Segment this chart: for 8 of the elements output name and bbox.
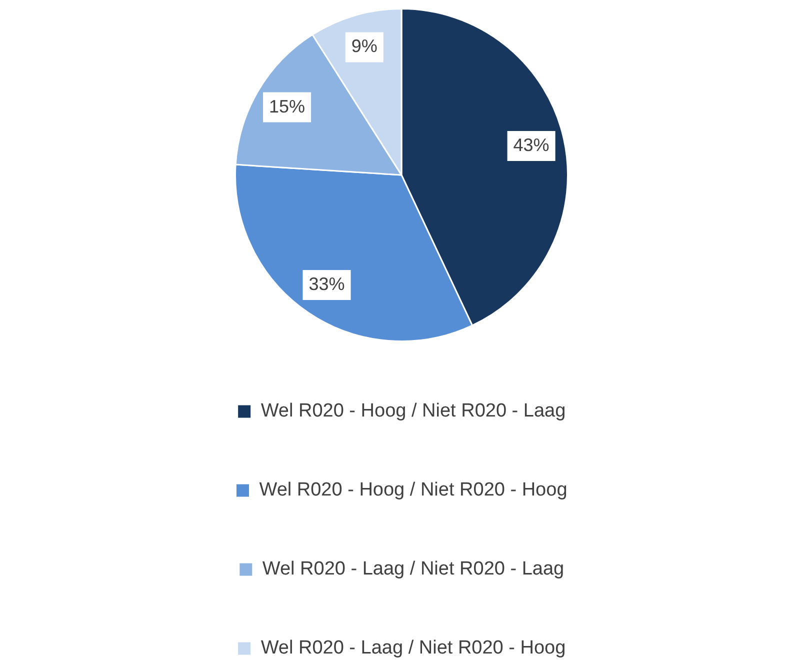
legend-label: Wel R020 - Laag / Niet R020 - Hoog xyxy=(260,638,566,659)
legend-label: Wel R020 - Hoog / Niet R020 - Laag xyxy=(260,400,566,422)
legend-label: Wel R020 - Hoog / Niet R020 - Hoog xyxy=(259,480,568,501)
legend-label: Wel R020 - Laag / Niet R020 - Laag xyxy=(262,558,564,580)
data-label: 15% xyxy=(269,96,306,116)
data-label: 43% xyxy=(513,134,550,155)
data-label: 33% xyxy=(308,274,345,294)
data-label: 9% xyxy=(351,36,378,56)
